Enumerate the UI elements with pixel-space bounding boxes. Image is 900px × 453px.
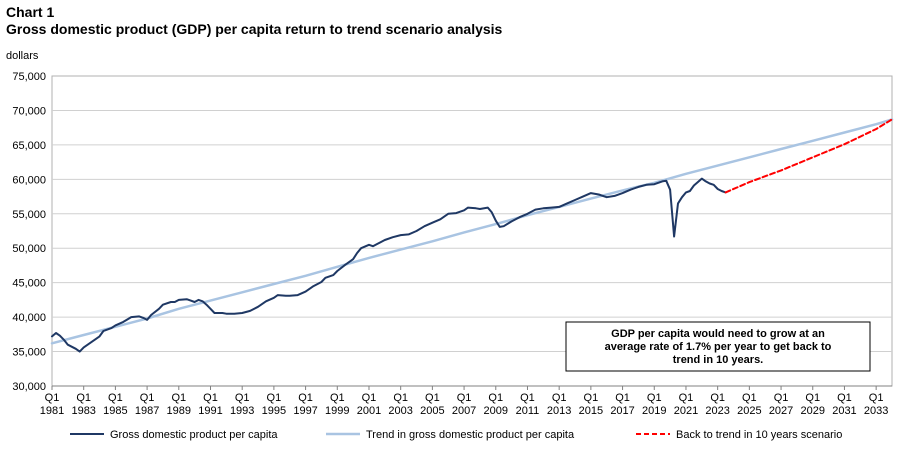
x-tick-year: 2023 xyxy=(705,405,729,417)
x-tick-quarter: Q1 xyxy=(520,392,535,404)
y-tick-label: 45,000 xyxy=(12,278,46,290)
x-tick-year: 2021 xyxy=(674,405,698,417)
x-tick-quarter: Q1 xyxy=(774,392,789,404)
x-tick-year: 2019 xyxy=(642,405,666,417)
series-line-0 xyxy=(51,177,727,353)
x-tick-quarter: Q1 xyxy=(584,392,599,404)
x-tick-quarter: Q1 xyxy=(869,392,884,404)
y-tick-label: 70,000 xyxy=(12,105,46,117)
x-tick-quarter: Q1 xyxy=(679,392,694,404)
y-tick-label: 65,000 xyxy=(12,140,46,152)
x-tick-quarter: Q1 xyxy=(615,392,630,404)
annotation-frame xyxy=(565,321,871,372)
x-tick-year: 1997 xyxy=(293,405,317,417)
x-tick-year: 1991 xyxy=(198,405,222,417)
x-tick-quarter: Q1 xyxy=(805,392,820,404)
y-tick-label: 60,000 xyxy=(12,174,46,186)
x-tick-quarter: Q1 xyxy=(171,392,186,404)
x-tick-quarter: Q1 xyxy=(267,392,282,404)
x-tick-year: 2009 xyxy=(484,405,508,417)
annotation-line: average rate of 1.7% per year to get bac… xyxy=(605,341,832,353)
x-tick-year: 2003 xyxy=(388,405,412,417)
gridlines xyxy=(51,75,893,387)
y-tick-label: 30,000 xyxy=(12,381,46,393)
x-tick-quarter: Q1 xyxy=(742,392,757,404)
y-tick-label: 75,000 xyxy=(12,71,46,83)
y-axis-ticks: 30,000 35,000 40,000 45,000 50,000 55,000 60,0… xyxy=(12,71,46,393)
x-tick-year: 2005 xyxy=(420,405,444,417)
x-tick-year: 2027 xyxy=(769,405,793,417)
x-tick-year: 2013 xyxy=(547,405,571,417)
chart-title: Gross domestic product (GDP) per capita … xyxy=(6,21,503,37)
legend-label-1: Trend in gross domestic product per capi… xyxy=(366,429,575,441)
y-tick-label: 50,000 xyxy=(12,243,46,255)
x-tick-year: 1993 xyxy=(230,405,254,417)
x-tick-quarter: Q1 xyxy=(552,392,567,404)
x-tick-quarter: Q1 xyxy=(647,392,662,404)
x-tick-quarter: Q1 xyxy=(837,392,852,404)
x-tick-quarter: Q1 xyxy=(203,392,218,404)
x-tick-quarter: Q1 xyxy=(362,392,377,404)
x-axis-ticks: Q11981Q11983Q11985Q11987Q11989Q11991Q119… xyxy=(40,385,892,417)
y-tick-label: 35,000 xyxy=(12,347,46,359)
x-tick-year: 2017 xyxy=(610,405,634,417)
x-tick-year: 1999 xyxy=(325,405,349,417)
x-tick-year: 2001 xyxy=(357,405,381,417)
x-tick-quarter: Q1 xyxy=(298,392,313,404)
chart-number: Chart 1 xyxy=(6,4,55,20)
x-tick-quarter: Q1 xyxy=(108,392,123,404)
x-tick-quarter: Q1 xyxy=(76,392,91,404)
x-tick-quarter: Q1 xyxy=(140,392,155,404)
x-tick-year: 2011 xyxy=(516,405,540,417)
x-tick-year: 2007 xyxy=(452,405,476,417)
x-tick-quarter: Q1 xyxy=(330,392,345,404)
x-tick-quarter: Q1 xyxy=(45,392,60,404)
annotation-line: trend in 10 years. xyxy=(673,354,764,366)
x-tick-year: 2015 xyxy=(579,405,603,417)
x-tick-quarter: Q1 xyxy=(457,392,472,404)
legend-label-2: Back to trend in 10 years scenario xyxy=(676,429,842,441)
x-tick-quarter: Q1 xyxy=(488,392,503,404)
y-tick-label: 55,000 xyxy=(12,209,46,221)
x-tick-quarter: Q1 xyxy=(425,392,440,404)
series-line-2 xyxy=(724,118,893,194)
legend: Gross domestic product per capita Trend i… xyxy=(70,429,842,441)
y-tick-label: 40,000 xyxy=(12,312,46,324)
x-tick-quarter: Q1 xyxy=(710,392,725,404)
x-tick-year: 1983 xyxy=(71,405,95,417)
x-tick-quarter: Q1 xyxy=(393,392,408,404)
x-tick-year: 2029 xyxy=(801,405,825,417)
annotation-line: GDP per capita would need to grow at an xyxy=(611,328,825,340)
y-axis-unit-label: dollars xyxy=(6,50,39,62)
series-lines xyxy=(50,118,894,353)
x-tick-year: 1981 xyxy=(40,405,64,417)
annotation-box: GDP per capita would need to grow at ana… xyxy=(565,321,871,372)
x-tick-year: 1985 xyxy=(103,405,127,417)
x-tick-year: 2031 xyxy=(832,405,856,417)
x-tick-year: 2033 xyxy=(864,405,888,417)
x-tick-quarter: Q1 xyxy=(235,392,250,404)
legend-label-0: Gross domestic product per capita xyxy=(110,429,278,441)
series-line-1 xyxy=(50,118,894,345)
x-tick-year: 1987 xyxy=(135,405,159,417)
x-tick-year: 2025 xyxy=(737,405,761,417)
x-tick-year: 1989 xyxy=(167,405,191,417)
x-tick-year: 1995 xyxy=(262,405,286,417)
